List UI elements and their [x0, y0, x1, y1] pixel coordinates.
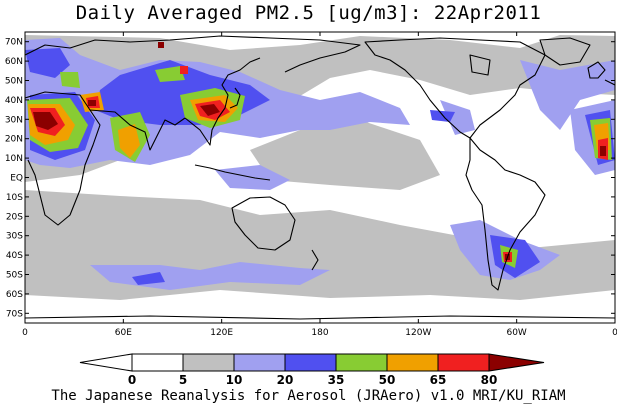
lat-label: 60N: [5, 57, 23, 67]
lat-label: 40N: [5, 96, 23, 106]
longitude-axis: 0 60E 120E 180 120W 60W 0: [22, 32, 617, 338]
colorbar-swatch: [284, 353, 337, 372]
colorbar-label: 50: [379, 373, 396, 387]
credit-line: The Japanese Reanalysis for Aerosol (JRA…: [51, 388, 566, 404]
colorbar-swatch: [182, 353, 235, 372]
lat-label: 20N: [5, 135, 23, 145]
pm25-field: [25, 35, 615, 300]
lon-label: 120W: [405, 328, 431, 338]
lat-label: 40S: [6, 251, 23, 261]
lat-label: 30S: [6, 232, 23, 242]
lat-label: EQ: [10, 174, 23, 184]
colorbar-label: 35: [328, 373, 345, 387]
lat-label: 50N: [5, 77, 23, 87]
lat-label: 50S: [6, 271, 23, 281]
lon-label: 180: [311, 328, 328, 338]
lat-label: 60S: [6, 290, 23, 300]
colorbar-label: 10: [226, 373, 243, 387]
lat-label: 20S: [6, 212, 23, 222]
colorbar-label: 20: [277, 373, 294, 387]
lon-label: 60W: [506, 328, 526, 338]
map-title: Daily Averaged PM2.5 [ug/m3]: 22Apr2011: [75, 2, 542, 24]
lon-label: 0: [612, 328, 617, 338]
colorbar-label: 80: [481, 373, 498, 387]
colorbar-label: 0: [128, 373, 136, 387]
lon-label: 60E: [115, 328, 132, 338]
lon-label: 0: [22, 328, 28, 338]
colorbar-swatch: [233, 353, 286, 372]
lat-label: 10N: [5, 154, 23, 164]
colorbar-label: 65: [430, 373, 447, 387]
colorbar-swatch: [335, 353, 388, 372]
latitude-axis: 70N 60N 50N 40N 30N 20N 10N EQ 10S 20S 30S 40S 50S 60…: [5, 38, 615, 319]
lat-label: 10S: [6, 193, 23, 203]
coastlines: [25, 35, 615, 320]
lon-label: 120E: [210, 328, 233, 338]
lat-label: 70S: [6, 309, 23, 319]
colorbar-min-triangle: [79, 353, 133, 372]
colorbar-label: 5: [179, 373, 187, 387]
colorbar-max-triangle: [488, 353, 545, 372]
colorbar-swatch: [437, 353, 490, 372]
colorbar-swatch: [386, 353, 439, 372]
colorbar: 0 5 10 20 35 50 65 80: [79, 353, 545, 387]
colorbar-swatch: [131, 353, 184, 372]
lat-label: 30N: [5, 115, 23, 125]
lat-label: 70N: [5, 38, 23, 48]
